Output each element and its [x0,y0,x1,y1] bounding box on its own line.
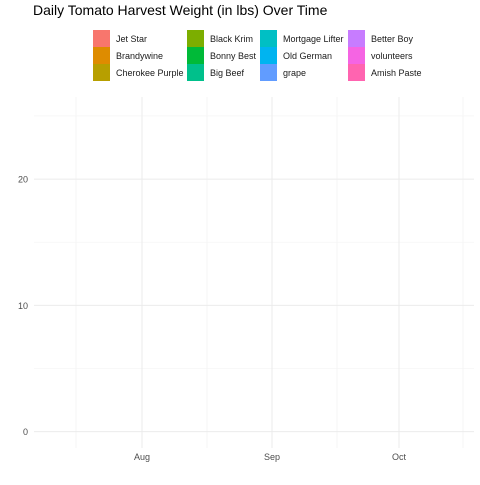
legend-label: Old German [283,51,332,61]
legend-swatch [187,64,204,81]
legend-item: Amish Paste [348,64,422,81]
legend-swatch [93,47,110,64]
legend-item: Cherokee Purple [93,64,184,81]
grid-minor [34,97,474,448]
legend-item: grape [260,64,306,81]
x-tick-label: Sep [264,452,280,462]
legend-swatch [260,47,277,64]
legend-swatch [348,30,365,47]
legend-label: Bonny Best [210,51,257,61]
legend: Jet Star Brandywine Cherokee Purple Black K… [93,30,422,81]
legend-swatch [93,64,110,81]
legend-label: Jet Star [116,34,147,44]
grid-major [34,97,474,448]
legend-swatch [187,30,204,47]
y-axis: 0 10 20 [18,175,28,438]
legend-swatch [187,47,204,64]
legend-item: Big Beef [187,64,245,81]
plot-area: 0 10 20 Aug Sep Oct [18,97,474,462]
y-tick-label: 0 [23,427,28,437]
y-tick-label: 10 [18,301,28,311]
legend-label: Cherokee Purple [116,68,184,78]
legend-swatch [348,64,365,81]
legend-label: Mortgage Lifter [283,34,344,44]
legend-label: Big Beef [210,68,245,78]
legend-item: Mortgage Lifter [260,30,344,47]
x-tick-label: Oct [392,452,407,462]
legend-item: Old German [260,47,332,64]
legend-label: volunteers [371,51,413,61]
legend-item: Brandywine [93,47,163,64]
x-axis: Aug Sep Oct [134,452,407,462]
legend-item: volunteers [348,47,413,64]
legend-label: Amish Paste [371,68,422,78]
legend-item: Better Boy [348,30,414,47]
legend-swatch [348,47,365,64]
y-tick-label: 20 [18,175,28,185]
legend-label: grape [283,68,306,78]
legend-label: Black Krim [210,34,253,44]
legend-swatch [93,30,110,47]
legend-item: Black Krim [187,30,253,47]
chart-title: Daily Tomato Harvest Weight (in lbs) Ove… [33,2,328,18]
x-tick-label: Aug [134,452,150,462]
legend-item: Bonny Best [187,47,257,64]
legend-label: Brandywine [116,51,163,61]
legend-item: Jet Star [93,30,147,47]
legend-swatch [260,30,277,47]
legend-label: Better Boy [371,34,414,44]
legend-swatch [260,64,277,81]
